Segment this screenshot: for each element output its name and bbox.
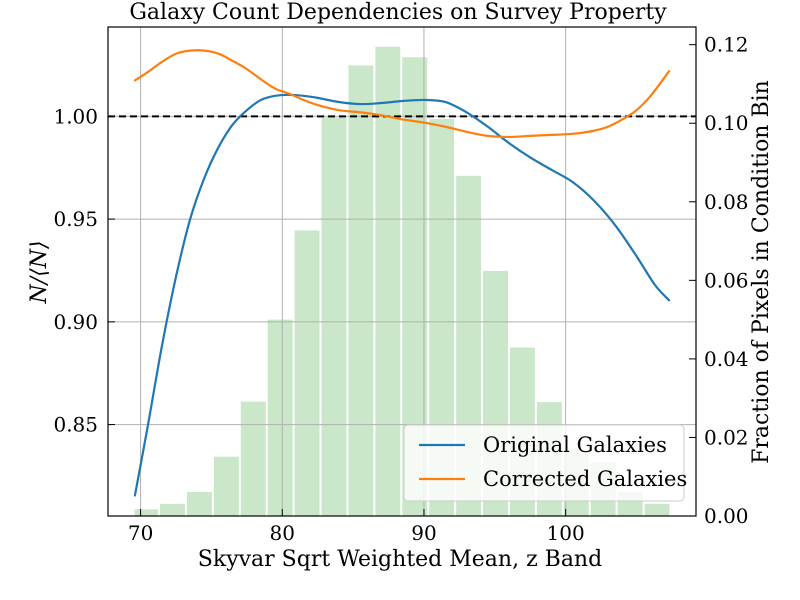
x-tick-label: 70	[128, 521, 153, 545]
histogram-bar	[240, 401, 266, 516]
y-tick-label: 0.90	[53, 310, 98, 334]
x-axis-label: Skyvar Sqrt Weighted Mean, z Band	[198, 547, 602, 572]
y-tick-label: 1.00	[53, 104, 98, 128]
x-tick-label: 100	[547, 521, 585, 545]
histogram-bar	[160, 503, 185, 516]
series-layer	[133, 49, 671, 497]
histogram-bar	[321, 117, 347, 517]
histogram-bar	[186, 492, 212, 516]
y2-axis-label: Fraction of Pixels in Condition Bin	[749, 80, 774, 464]
legend-box	[403, 424, 685, 502]
series-line-corrected-galaxies	[133, 49, 671, 139]
x-tick-label: 80	[270, 521, 295, 545]
y2-tick-label: 0.08	[704, 190, 749, 214]
y-tick-label: 0.85	[53, 413, 98, 437]
x-tick-label: 90	[411, 521, 436, 545]
y2-tick-label: 0.00	[704, 504, 749, 528]
y-axis-label: N/⟨N⟩	[27, 240, 52, 304]
y2-tick-label: 0.06	[704, 268, 749, 292]
histogram-bar	[348, 65, 374, 516]
series-line-original-galaxies	[133, 93, 671, 497]
legend-label-original: Original Galaxies	[483, 433, 667, 457]
tick-layer: 70 80 90 100 0.85 0.90 0.95 1.00 0.00 0.02 0.04 0.0…	[53, 33, 748, 545]
y2-tick-label: 0.02	[704, 425, 749, 449]
y2-tick-label: 0.10	[704, 111, 749, 135]
histogram-bar	[644, 503, 670, 516]
histogram-bar	[375, 46, 401, 517]
histogram-bar	[267, 319, 293, 516]
legend: Original Galaxies Corrected Galaxies	[403, 424, 687, 502]
legend-label-corrected: Corrected Galaxies	[483, 467, 687, 491]
plot-frame	[107, 26, 697, 517]
histogram-bar	[294, 230, 320, 516]
histogram-bar	[213, 456, 239, 516]
y2-tick-label: 0.12	[704, 33, 749, 57]
y2-tick-label: 0.04	[704, 347, 749, 371]
y-tick-label: 0.95	[53, 207, 98, 231]
chart-title: Galaxy Count Dependencies on Survey Prop…	[129, 0, 667, 25]
histogram-bar	[134, 509, 159, 516]
